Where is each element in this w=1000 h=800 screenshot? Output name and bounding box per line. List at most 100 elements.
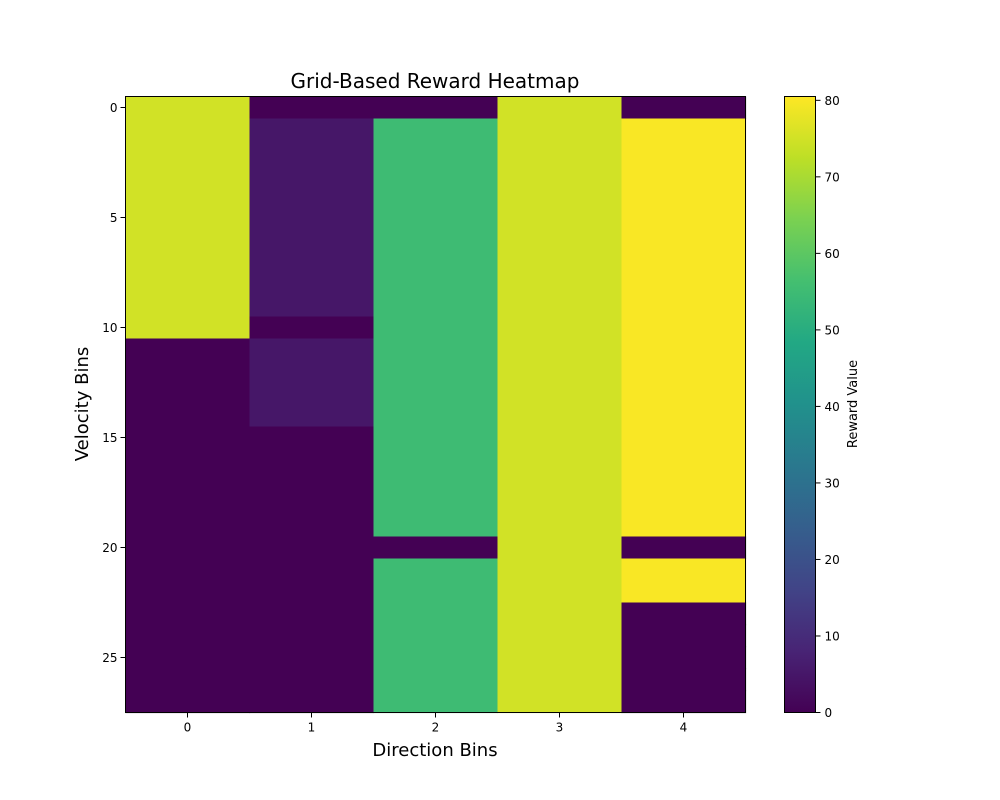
heatmap-cell [249, 250, 375, 274]
heatmap-cell [621, 602, 747, 626]
heatmap-cell [125, 602, 251, 626]
heatmap-cell [497, 448, 623, 472]
heatmap-cell [497, 382, 623, 406]
heatmap-cell [249, 272, 375, 296]
heatmap-cell [621, 382, 747, 406]
colorbar-tick-label: 20 [825, 553, 840, 567]
heatmap-cell [373, 206, 499, 230]
heatmap-cell [249, 492, 375, 516]
y-tick-label: 15 [102, 431, 117, 445]
heatmap-cell [497, 426, 623, 450]
x-tick-label: 4 [680, 721, 688, 735]
heatmap-cell [373, 690, 499, 714]
colorbar-tick-label: 80 [825, 94, 840, 108]
heatmap-cell [373, 184, 499, 208]
x-axis-label: Direction Bins [372, 740, 497, 761]
heatmap-cell [497, 624, 623, 648]
heatmap-cell [621, 580, 747, 604]
heatmap-cell [125, 228, 251, 252]
heatmap-cell [249, 294, 375, 318]
heatmap-cell [249, 360, 375, 384]
heatmap-cell [621, 184, 747, 208]
heatmap-cell [497, 118, 623, 142]
heatmap-cell [497, 690, 623, 714]
heatmap-cell [125, 294, 251, 318]
colorbar-tick-label: 10 [825, 629, 840, 643]
heatmap-cell [125, 558, 251, 582]
heatmap-cell [497, 646, 623, 670]
heatmap-cell [621, 162, 747, 186]
heatmap-cell [497, 558, 623, 582]
heatmap-cell [249, 470, 375, 494]
heatmap-cell [373, 558, 499, 582]
heatmap-cell [373, 514, 499, 538]
heatmap-cell [497, 514, 623, 538]
heatmap-cell [373, 272, 499, 296]
heatmap-cell [373, 536, 499, 560]
heatmap-cell [497, 294, 623, 318]
heatmap-cell [125, 646, 251, 670]
heatmap-cell [497, 338, 623, 362]
heatmap-cell [125, 162, 251, 186]
heatmap-cell [125, 448, 251, 472]
heatmap-cell [373, 602, 499, 626]
colorbar-tick-label: 0 [825, 706, 833, 720]
heatmap-cell [373, 426, 499, 450]
x-tick-label: 2 [432, 721, 440, 735]
heatmap-cell [125, 536, 251, 560]
heatmap-cell [373, 162, 499, 186]
heatmap-cell [621, 294, 747, 318]
heatmap-cell [621, 206, 747, 230]
x-axis-ticks: 0 1 2 3 4 [184, 712, 688, 735]
heatmap-cell [249, 624, 375, 648]
heatmap-cell [497, 580, 623, 604]
heatmap-cell [497, 316, 623, 340]
heatmap-cell [125, 668, 251, 692]
heatmap-cell [621, 646, 747, 670]
heatmap-cell [125, 338, 251, 362]
colorbar-label: Reward Value [846, 360, 861, 448]
heatmap-cell [373, 624, 499, 648]
heatmap-cell [621, 492, 747, 516]
heatmap-cell [621, 624, 747, 648]
heatmap-cell [497, 184, 623, 208]
heatmap-cell [621, 338, 747, 362]
heatmap-cell [249, 162, 375, 186]
heatmap-cell [621, 228, 747, 252]
y-tick-label: 5 [110, 211, 118, 225]
heatmap-cell [497, 96, 623, 120]
heatmap-cell [125, 514, 251, 538]
heatmap-cell [373, 360, 499, 384]
heatmap-cell [373, 668, 499, 692]
heatmap-cell [125, 140, 251, 164]
heatmap-cell [497, 536, 623, 560]
heatmap-cell [249, 690, 375, 714]
heatmap-cell [497, 470, 623, 494]
x-tick-label: 0 [184, 721, 192, 735]
y-tick-label: 0 [110, 101, 118, 115]
heatmap-cell [497, 668, 623, 692]
y-tick-label: 20 [102, 541, 117, 555]
heatmap-cell [249, 96, 375, 120]
heatmap-cell [621, 118, 747, 142]
heatmap-cell [621, 140, 747, 164]
heatmap-cell [373, 580, 499, 604]
heatmap-cell [373, 96, 499, 120]
heatmap-cell [497, 250, 623, 274]
heatmap-cell [249, 184, 375, 208]
heatmap-cell [125, 426, 251, 450]
heatmap-cell [249, 316, 375, 340]
heatmap-cell [497, 272, 623, 296]
heatmap-cell [497, 404, 623, 428]
heatmap-cells [125, 96, 747, 714]
colorbar-ticks: 0 10 20 30 40 50 60 70 80 [815, 94, 840, 720]
heatmap-cell [125, 184, 251, 208]
heatmap-cell [125, 272, 251, 296]
heatmap-cell [249, 602, 375, 626]
heatmap-cell [497, 206, 623, 230]
heatmap-cell [497, 602, 623, 626]
heatmap-cell [373, 294, 499, 318]
heatmap-cell [249, 580, 375, 604]
heatmap-cell [497, 360, 623, 384]
